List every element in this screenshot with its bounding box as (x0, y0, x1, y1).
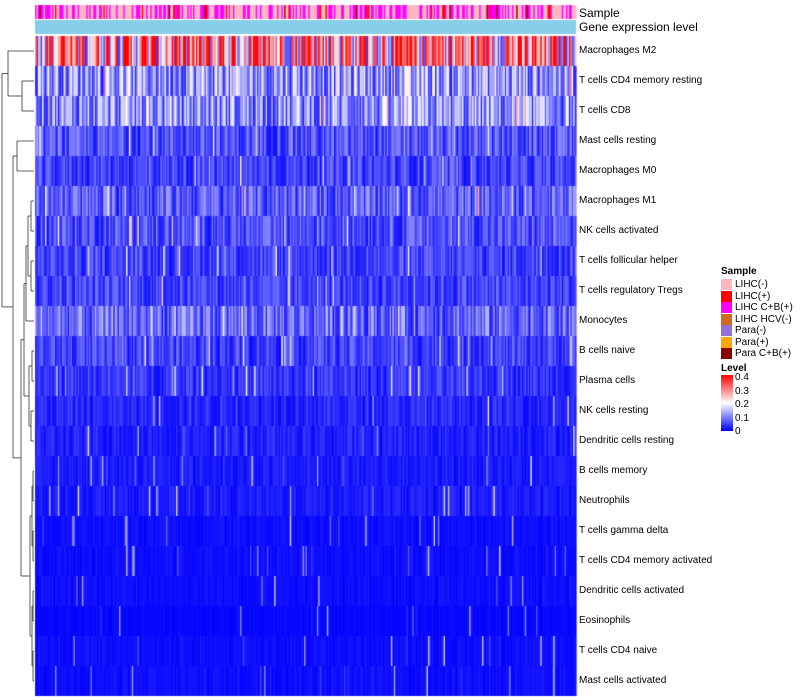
row-label: B cells memory (579, 465, 648, 476)
legend-title-level: Level (721, 363, 747, 374)
row-label: Eosinophils (579, 615, 631, 626)
level-tick-label: 0.2 (735, 399, 749, 410)
row-label: B cells naive (579, 345, 636, 356)
legend-item-label: LIHC(-) (735, 279, 768, 290)
level-tick-label: 0.3 (735, 385, 749, 397)
row-label: T cells CD4 naive (579, 645, 658, 656)
row-label: T cells regulatory Tregs (579, 285, 683, 296)
legend-swatch (721, 290, 732, 302)
legend-swatch (721, 313, 732, 325)
row-label: T cells CD8 (579, 105, 631, 116)
level-tick-label: 0.4 (735, 372, 749, 383)
row-label: T cells CD4 memory resting (579, 75, 703, 86)
row-label: T cells follicular helper (579, 255, 678, 266)
row-label: Macrophages M0 (579, 165, 657, 176)
row-label: Dendritic cells resting (579, 435, 675, 446)
level-tick-label: 0.1 (735, 412, 749, 424)
row-label: Dendritic cells activated (579, 585, 685, 596)
level-color-gradient (721, 375, 733, 431)
row-label: Neutrophils (579, 495, 630, 506)
legend-swatch (721, 302, 732, 313)
level-tick-label: 0 (735, 426, 741, 437)
row-label: NK cells resting (579, 405, 649, 416)
row-label: Macrophages M1 (579, 195, 657, 206)
legend-item-label: Para(-) (735, 325, 767, 336)
legend-item-label: LIHC C+B(+) (735, 302, 793, 313)
legend-item-label: Para(+) (735, 336, 769, 348)
legend-swatch (721, 279, 732, 290)
legend-item-label: Para C+B(+) (735, 348, 792, 359)
row-label: Mast cells activated (579, 675, 667, 686)
row-label: T cells CD4 memory activated (579, 555, 713, 566)
row-label: Monocytes (579, 315, 628, 326)
annotation-label-expression: Gene expression level (579, 20, 698, 34)
legend-title-sample: Sample (721, 266, 757, 277)
row-label: NK cells activated (579, 225, 659, 236)
row-label: Plasma cells (579, 375, 636, 386)
legend-swatch (721, 336, 732, 348)
legend-swatch (721, 348, 732, 359)
legend-item-label: LIHC HCV(-) (735, 313, 792, 325)
row-label: T cells gamma delta (579, 525, 669, 536)
annotation-label-sample: Sample (579, 6, 620, 20)
row-label: Macrophages M2 (579, 45, 657, 56)
row-label: Mast cells resting (579, 135, 657, 146)
legend-swatch (721, 325, 732, 336)
legend-item-label: LIHC(+) (735, 290, 771, 302)
